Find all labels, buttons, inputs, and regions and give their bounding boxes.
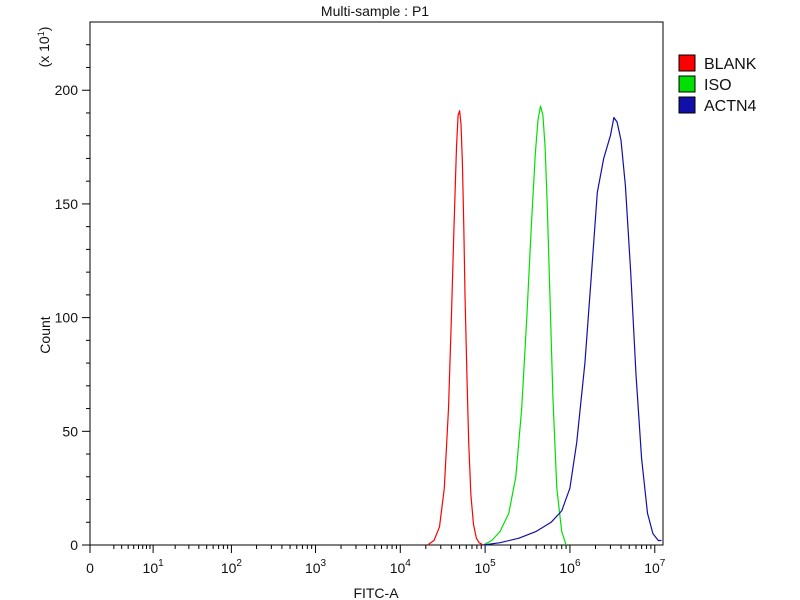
y-multiplier-exponent: 1	[36, 31, 46, 36]
y-axis-label: Count	[37, 316, 53, 353]
series-line-actn4	[483, 116, 662, 546]
x-tick-label: 104	[390, 558, 412, 576]
x-tick-label: 102	[221, 558, 243, 576]
legend-swatch-iso	[678, 75, 696, 93]
x-tick-label: 106	[559, 558, 581, 576]
legend: BLANK ISO ACTN4	[678, 54, 757, 115]
series-line-blank	[427, 110, 484, 546]
x-tick-label: 107	[644, 558, 666, 576]
legend-label-iso: ISO	[704, 77, 732, 94]
y-axis: 0 50 100 150 200	[55, 44, 90, 553]
y-multiplier-suffix: )	[36, 27, 52, 32]
legend-label-blank: BLANK	[704, 56, 757, 73]
y-tick-label: 100	[55, 310, 79, 326]
y-multiplier-label: (x 101)	[36, 27, 52, 68]
y-tick-label: 0	[70, 537, 78, 553]
series-line-iso	[482, 105, 567, 546]
y-tick-label: 200	[55, 82, 79, 98]
legend-swatch-blank	[678, 54, 696, 72]
y-tick-label: 150	[55, 196, 79, 212]
chart-title: Multi-sample : P1	[321, 3, 429, 19]
x-tick-label: 103	[305, 558, 327, 576]
legend-label-actn4: ACTN4	[704, 98, 757, 115]
x-axis: 0 101 102 103 104 105 106 107	[86, 545, 666, 576]
x-tick-label: 0	[86, 560, 94, 576]
y-multiplier-prefix: (x 10	[36, 36, 52, 67]
y-tick-label: 50	[62, 423, 78, 439]
x-tick-label: 101	[143, 558, 165, 576]
series-lines	[427, 105, 662, 546]
x-tick-label: 105	[475, 558, 497, 576]
x-axis-label: FITC-A	[353, 585, 399, 600]
plot-frame	[89, 21, 664, 546]
legend-swatch-actn4	[678, 96, 696, 114]
